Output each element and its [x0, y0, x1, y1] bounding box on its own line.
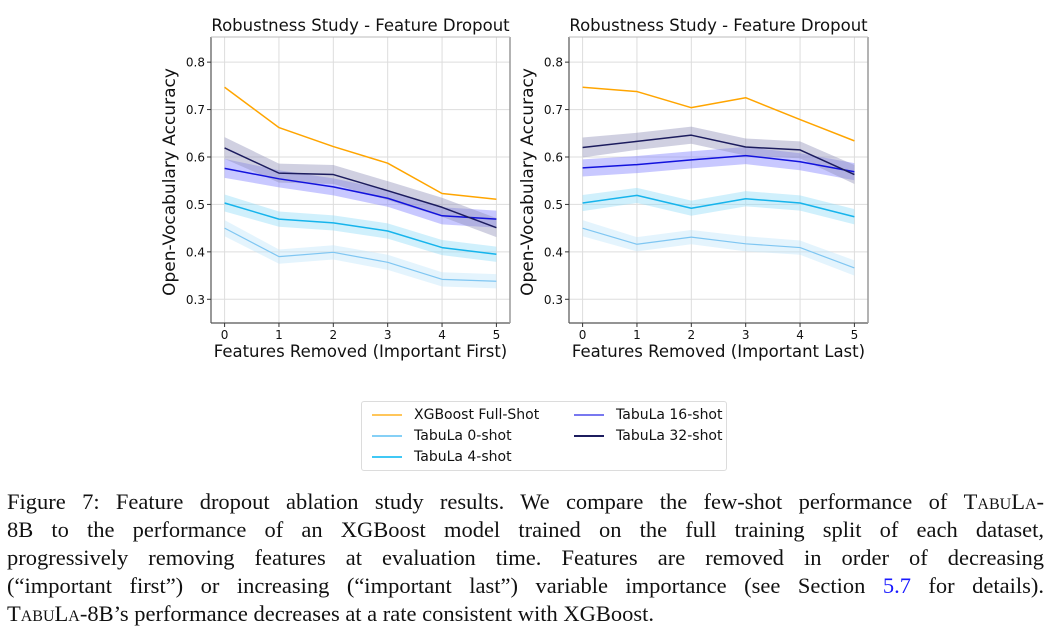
caption-model-name: TabuLa-	[963, 489, 1044, 514]
y-tick-label: 0.6	[544, 150, 563, 164]
legend-item: TabuLa 32-shot	[574, 426, 723, 446]
legend-swatch-tabula-16-shot	[574, 414, 604, 416]
y-axis-label: Open-Vocabulary Accuracy	[160, 68, 180, 296]
caption-text: Figure 7: Feature dropout ablation study…	[7, 489, 964, 514]
legend-swatch-tabula-32-shot	[574, 435, 604, 437]
y-tick-label: 0.3	[186, 293, 205, 307]
x-tick-label: 4	[438, 328, 446, 342]
y-tick-label: 0.8	[186, 56, 205, 70]
legend-item: TabuLa 16-shot	[574, 405, 723, 425]
series-line-xgboost-full-shot	[224, 86, 497, 200]
x-tick-label: 2	[687, 328, 695, 342]
y-tick-label: 0.5	[186, 198, 205, 212]
chart-important-first: 0.3 0.4 0.5 0.6 0.7 0.8 0 1 2 3 4 5 Robustness Study…	[160, 16, 511, 361]
x-tick-label: 0	[579, 328, 587, 342]
x-tick-label: 1	[275, 328, 283, 342]
series-line-tabula-0-shot	[224, 227, 497, 282]
legend-label: TabuLa 0-shot	[414, 428, 512, 444]
series-line-tabula-4-shot	[224, 202, 497, 255]
caption-text: 8B to the performance of an XGBoost mode…	[7, 517, 1044, 542]
x-axis-label: Features Removed (Important First)	[214, 342, 508, 361]
series-line-tabula-32-shot	[224, 147, 497, 229]
y-tick-label: 0.5	[544, 198, 563, 212]
x-tick-label: 3	[742, 328, 750, 342]
legend: XGBoost Full-Shot TabuLa 0-shot TabuLa 4…	[361, 401, 727, 471]
legend-item: TabuLa 0-shot	[372, 426, 512, 446]
y-axis-label: Open-Vocabulary Accuracy	[518, 68, 538, 296]
confidence-band	[582, 126, 855, 185]
series-line-tabula-0-shot	[582, 227, 855, 269]
series-line-xgboost-full-shot	[582, 86, 855, 142]
y-tick-label: 0.8	[544, 56, 563, 70]
caption-line: 8B to the performance of an XGBoost mode…	[7, 516, 1044, 544]
confidence-band	[224, 194, 497, 262]
legend-item: XGBoost Full-Shot	[372, 405, 539, 425]
series-line-tabula-4-shot	[582, 194, 855, 218]
y-tick-label: 0.7	[544, 103, 563, 117]
confidence-band	[582, 220, 855, 276]
chart-title: Robustness Study - Feature Dropout	[569, 16, 868, 35]
caption-line: TabuLa-8B’s performance decreases at a r…	[7, 600, 1044, 628]
figure: 0.3 0.4 0.5 0.6 0.7 0.8 0 1 2 3 4 5 Robustness Study…	[160, 16, 869, 361]
legend-label: TabuLa 32-shot	[616, 428, 723, 444]
confidence-band	[582, 147, 855, 181]
legend-label: TabuLa 4-shot	[414, 449, 512, 465]
caption-text: -8B’s performance decreases at a rate co…	[79, 601, 655, 626]
series-line-tabula-16-shot	[224, 167, 497, 220]
x-tick-label: 4	[796, 328, 804, 342]
series-line-tabula-32-shot	[582, 134, 855, 176]
caption-text: progressively removing features at evalu…	[7, 545, 1044, 570]
x-tick-label: 3	[384, 328, 392, 342]
x-tick-label: 0	[221, 328, 229, 342]
x-tick-label: 5	[493, 328, 501, 342]
figure-caption: Figure 7: Feature dropout ablation study…	[7, 488, 1044, 628]
caption-line: (“important first”) or increasing (“impo…	[7, 572, 1044, 600]
caption-line: progressively removing features at evalu…	[7, 544, 1044, 572]
caption-line: Figure 7: Feature dropout ablation study…	[7, 488, 1044, 516]
legend-item: TabuLa 4-shot	[372, 447, 512, 467]
legend-swatch-tabula-4-shot	[372, 456, 402, 458]
legend-swatch-tabula-0-shot	[372, 435, 402, 437]
y-tick-label: 0.4	[186, 245, 205, 259]
y-tick-label: 0.3	[544, 293, 563, 307]
x-tick-label: 2	[329, 328, 337, 342]
chart-important-last: 0.3 0.4 0.5 0.6 0.7 0.8 0 1 2 3 4 5 Robustness Study…	[518, 16, 869, 361]
section-link[interactable]: 5.7	[882, 573, 911, 598]
chart-title: Robustness Study - Feature Dropout	[211, 16, 510, 35]
legend-label: TabuLa 16-shot	[616, 407, 723, 423]
y-tick-label: 0.4	[544, 245, 563, 259]
x-tick-label: 1	[633, 328, 641, 342]
confidence-band	[582, 187, 855, 225]
legend-label: XGBoost Full-Shot	[414, 407, 540, 423]
x-axis-label: Features Removed (Important Last)	[572, 342, 865, 361]
caption-text: for details).	[910, 573, 1044, 598]
caption-model-name: TabuLa	[7, 601, 80, 626]
series-line-tabula-16-shot	[582, 154, 855, 173]
y-tick-label: 0.7	[186, 103, 205, 117]
x-tick-label: 5	[851, 328, 859, 342]
caption-text: (“important first”) or increasing (“impo…	[7, 573, 883, 598]
legend-swatch-xgboost	[372, 414, 402, 416]
confidence-band	[224, 220, 497, 289]
y-tick-label: 0.6	[186, 150, 205, 164]
